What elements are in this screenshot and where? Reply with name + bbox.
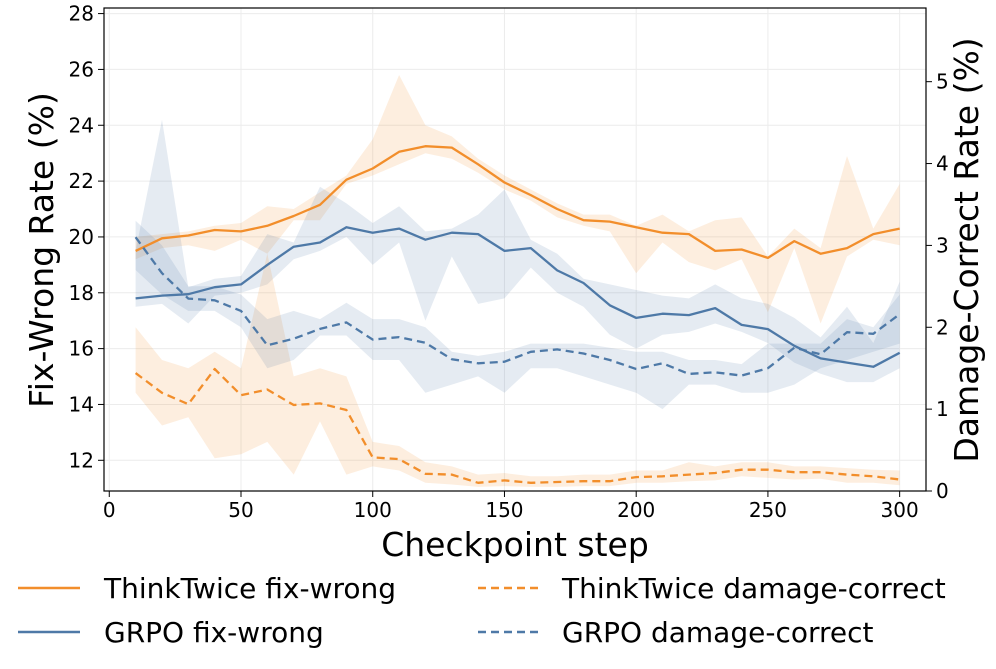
grid [104,8,926,491]
legend-item-thinktwice-fix-wrong: ThinkTwice fix-wrong [18,572,396,605]
band-thinktwice-fix-wrong [135,75,900,324]
plot-frame [103,7,927,492]
line-thinktwice-fix-wrong [135,145,900,260]
y-left-tick-label: 20 [69,225,94,249]
line-grpo-damage-correct [134,236,901,377]
legend-item-grpo-fix-wrong: GRPO fix-wrong [18,616,324,649]
y-right-tick-label: 4 [936,152,949,176]
legend-label-thinktwice-damage-correct: ThinkTwice damage-correct [561,572,946,605]
x-axis: 0 50 100 150 200 250 300 [103,491,919,522]
legend: ThinkTwice fix-wrong GRPO fix-wrong Thin… [18,572,946,649]
legend-label-thinktwice-fix-wrong: ThinkTwice fix-wrong [103,572,396,605]
confidence-bands [135,75,900,487]
y-left-tick-label: 16 [69,337,94,361]
x-tick-label: 50 [228,498,253,522]
y-axis-left-title: Fix-Wrong Rate (%) [22,92,61,408]
y-right-tick-label: 5 [936,70,949,94]
x-tick-label: 100 [354,498,392,522]
y-left-tick-label: 12 [69,448,94,472]
y-left-tick-label: 22 [69,169,94,193]
y-right-tick-label: 2 [936,315,949,339]
series-lines [134,145,901,484]
x-tick-label: 300 [881,498,919,522]
y-left-tick-label: 14 [69,392,94,416]
band-thinktwice-damage-correct [135,253,900,487]
legend-label-grpo-fix-wrong: GRPO fix-wrong [104,616,324,649]
x-tick-label: 150 [485,498,523,522]
y-left-tick-label: 28 [69,2,94,26]
y-axis-left: 12 14 16 18 20 22 24 26 28 [69,2,104,472]
x-tick-label: 0 [103,498,116,522]
y-axis-right-title: Damage-Correct Rate (%) [947,37,986,462]
band-grpo-fix-wrong [135,119,900,383]
legend-label-grpo-damage-correct: GRPO damage-correct [562,616,874,649]
y-left-tick-label: 18 [69,281,94,305]
y-left-tick-label: 26 [69,57,94,81]
y-left-tick-label: 24 [69,113,94,137]
x-axis-title: Checkpoint step [381,525,649,564]
line-grpo-fix-wrong [135,226,901,368]
line-thinktwice-damage-correct [134,367,900,484]
y-right-tick-label: 0 [936,479,949,503]
y-axis-right: 0 1 2 3 4 5 [926,70,949,503]
band-grpo-damage-correct [135,220,900,410]
legend-item-thinktwice-damage-correct: ThinkTwice damage-correct [478,572,946,605]
y-right-tick-label: 3 [936,233,949,257]
x-tick-label: 200 [617,498,655,522]
y-right-tick-label: 1 [936,397,949,421]
legend-item-grpo-damage-correct: GRPO damage-correct [478,616,874,649]
x-tick-label: 250 [749,498,787,522]
